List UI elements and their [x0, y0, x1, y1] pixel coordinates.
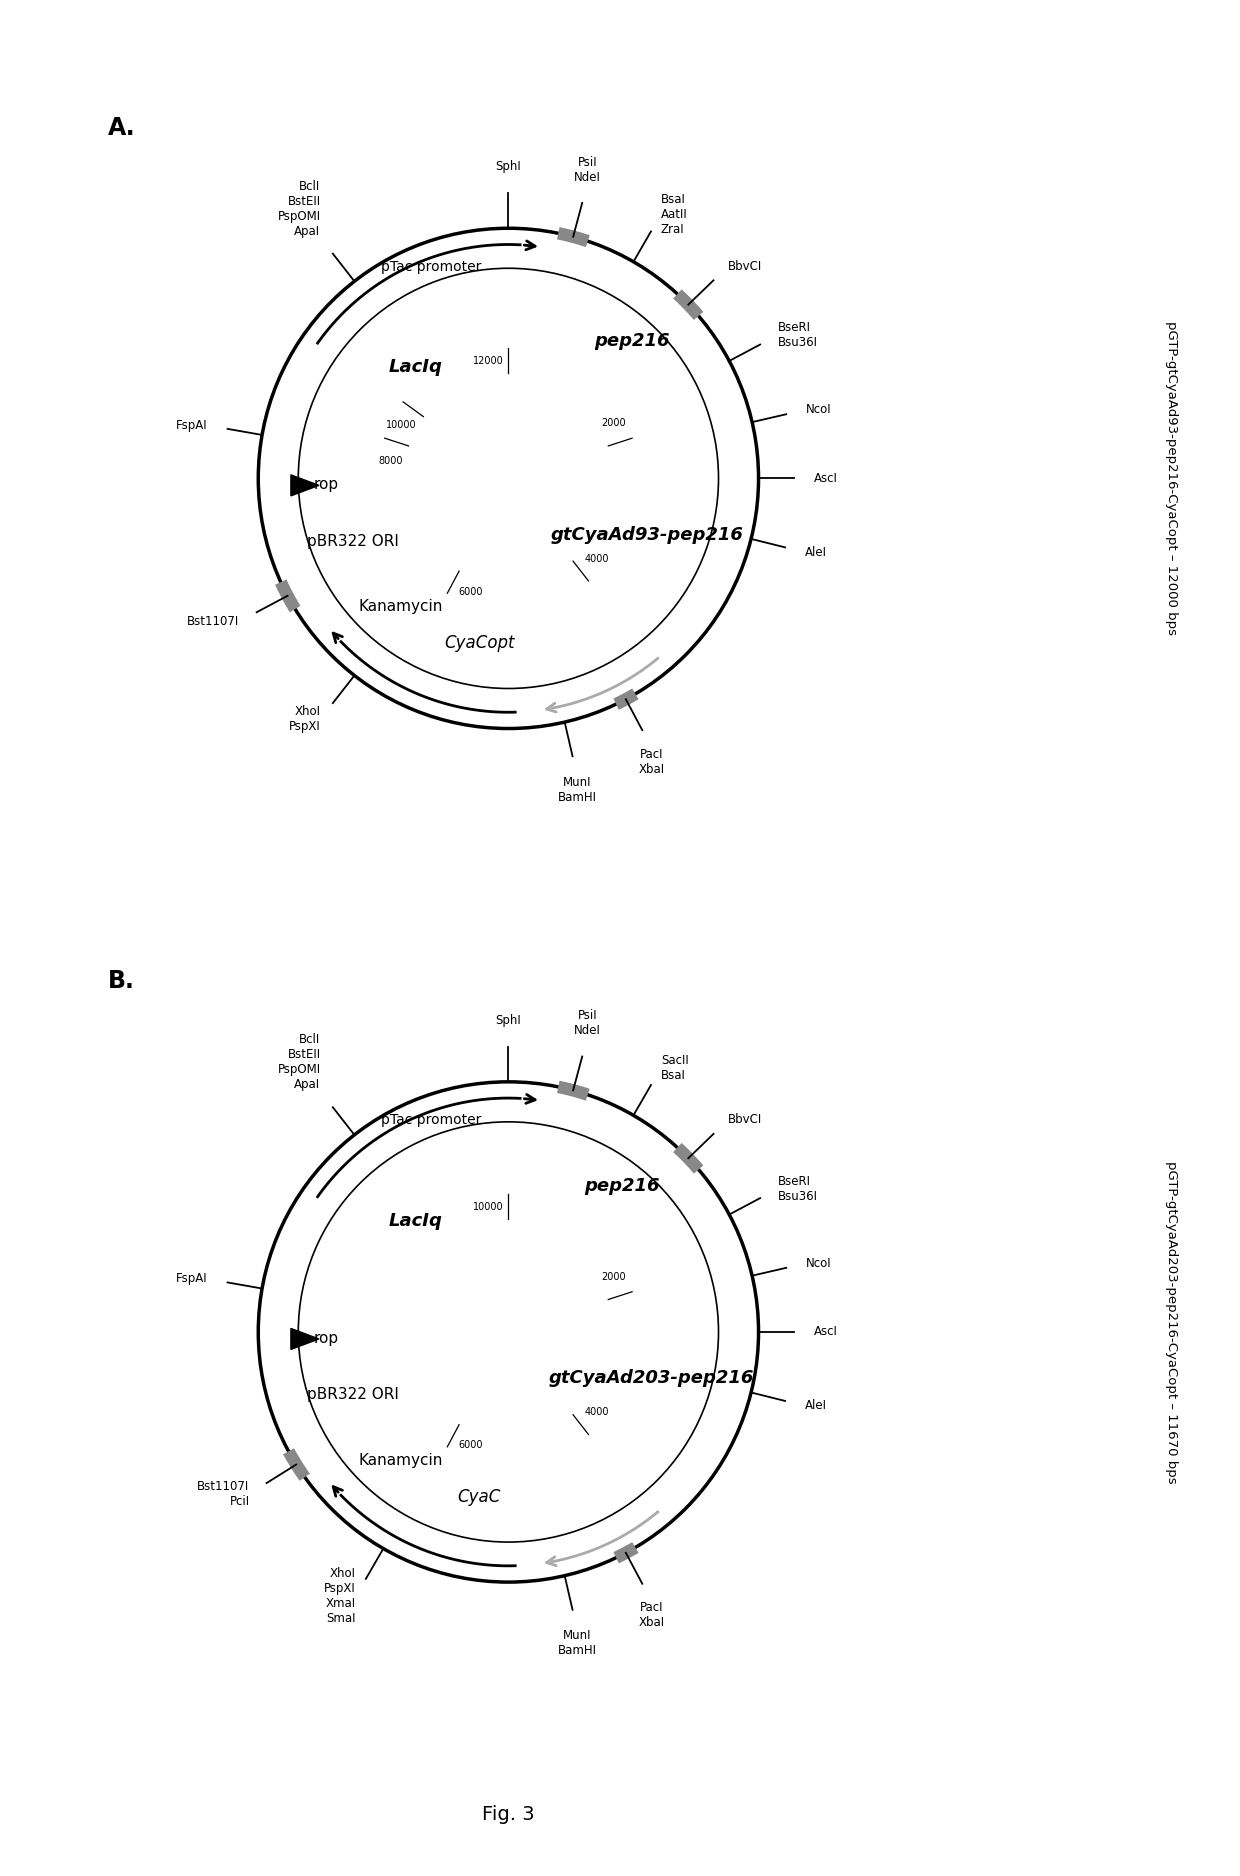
Text: 2000: 2000 [601, 1272, 626, 1281]
Text: BseRI
Bsu36I: BseRI Bsu36I [777, 321, 818, 349]
Text: MunI
BamHI: MunI BamHI [558, 1628, 596, 1657]
Text: pBR322 ORI: pBR322 ORI [308, 533, 399, 548]
Text: 6000: 6000 [459, 1441, 484, 1450]
Text: XhoI
PspXI: XhoI PspXI [289, 705, 320, 734]
Text: Kanamycin: Kanamycin [358, 598, 443, 613]
Text: 6000: 6000 [459, 587, 484, 597]
Text: BclI
BstEII
PspOMI
ApaI: BclI BstEII PspOMI ApaI [278, 180, 320, 238]
Text: FspAI: FspAI [176, 418, 208, 431]
Text: 2000: 2000 [601, 418, 626, 428]
Text: NcoI: NcoI [806, 1257, 831, 1270]
Text: rop: rop [314, 477, 339, 492]
Text: 10000: 10000 [474, 1203, 503, 1212]
Text: Bst1107I
PciI: Bst1107I PciI [197, 1480, 249, 1508]
Text: SphI: SphI [496, 1013, 521, 1026]
Text: gtCyaAd203-pep216: gtCyaAd203-pep216 [548, 1369, 754, 1388]
Text: AleI: AleI [805, 1399, 827, 1413]
Text: PsiI
NdeI: PsiI NdeI [574, 156, 601, 184]
Polygon shape [291, 475, 319, 495]
Text: LacIq: LacIq [388, 1212, 443, 1231]
Text: Fig. 3: Fig. 3 [482, 1805, 534, 1823]
Text: SacII
BsaI: SacII BsaI [661, 1054, 688, 1082]
Text: SphI: SphI [496, 159, 521, 173]
Text: pep216: pep216 [584, 1176, 660, 1195]
Text: pTac promoter: pTac promoter [381, 1114, 481, 1127]
Text: CyaC: CyaC [458, 1488, 501, 1506]
Text: 8000: 8000 [378, 456, 403, 465]
Text: BseRI
Bsu36I: BseRI Bsu36I [777, 1174, 818, 1203]
Text: 12000: 12000 [472, 356, 503, 366]
Text: pGTP-gtCyaAd93-pep216-CyaCopt – 12000 bps: pGTP-gtCyaAd93-pep216-CyaCopt – 12000 bp… [1166, 321, 1178, 636]
Text: BbvCI: BbvCI [728, 1114, 763, 1126]
Text: PacI
XbaI: PacI XbaI [639, 1602, 665, 1630]
Text: AleI: AleI [805, 546, 827, 559]
Text: BbvCI: BbvCI [728, 261, 763, 272]
Text: pGTP-gtCyaAd203-pep216-CyaCopt – 11670 bps: pGTP-gtCyaAd203-pep216-CyaCopt – 11670 b… [1166, 1161, 1178, 1484]
Polygon shape [291, 1328, 319, 1349]
Text: CyaCopt: CyaCopt [444, 634, 515, 653]
Text: A.: A. [108, 116, 136, 139]
Text: PsiI
NdeI: PsiI NdeI [574, 1009, 601, 1037]
Text: BsaI
AatII
ZraI: BsaI AatII ZraI [661, 193, 688, 236]
Text: pBR322 ORI: pBR322 ORI [308, 1386, 399, 1401]
Text: FspAI: FspAI [176, 1272, 208, 1285]
Text: pTac promoter: pTac promoter [381, 261, 481, 274]
Text: MunI
BamHI: MunI BamHI [558, 775, 596, 803]
Text: AscI: AscI [813, 1326, 837, 1338]
Text: BclI
BstEII
PspOMI
ApaI: BclI BstEII PspOMI ApaI [278, 1034, 320, 1092]
Text: gtCyaAd93-pep216: gtCyaAd93-pep216 [551, 525, 744, 544]
Text: Kanamycin: Kanamycin [358, 1452, 443, 1467]
Text: PacI
XbaI: PacI XbaI [639, 749, 665, 777]
Text: NcoI: NcoI [806, 403, 831, 416]
Text: LacIq: LacIq [388, 358, 443, 377]
Text: AscI: AscI [813, 473, 837, 484]
Text: Bst1107I: Bst1107I [187, 615, 239, 628]
Text: 10000: 10000 [386, 420, 417, 430]
Text: 4000: 4000 [584, 553, 609, 563]
Text: B.: B. [108, 970, 135, 992]
Text: rop: rop [314, 1330, 339, 1345]
Text: pep216: pep216 [594, 332, 670, 349]
Text: 4000: 4000 [584, 1407, 609, 1416]
Text: XhoI
PspXI
XmaI
SmaI: XhoI PspXI XmaI SmaI [324, 1566, 356, 1625]
